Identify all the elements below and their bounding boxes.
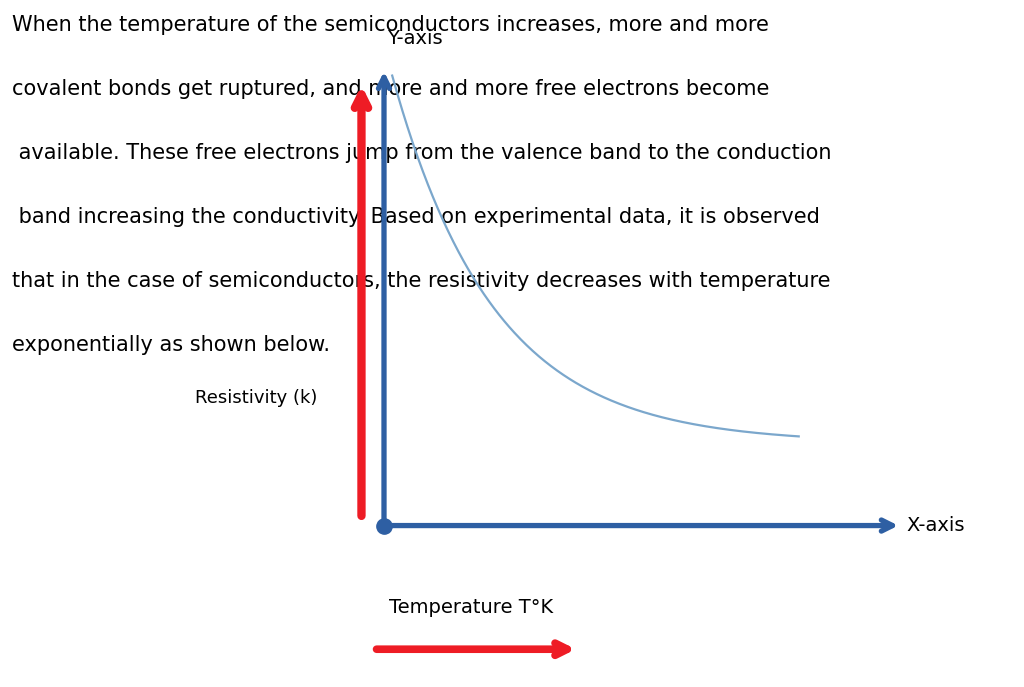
Text: exponentially as shown below.: exponentially as shown below. [12,335,331,354]
Text: available. These free electrons jump from the valence band to the conduction: available. These free electrons jump fro… [12,143,831,163]
Text: covalent bonds get ruptured, and more and more free electrons become: covalent bonds get ruptured, and more an… [12,79,770,99]
Text: Resistivity (k): Resistivity (k) [195,390,317,407]
Text: Temperature T°K: Temperature T°K [389,598,553,618]
Text: X-axis: X-axis [906,516,965,535]
Text: When the temperature of the semiconductors increases, more and more: When the temperature of the semiconducto… [12,15,769,35]
Text: Y-axis: Y-axis [387,29,442,48]
Text: that in the case of semiconductors, the resistivity decreases with temperature: that in the case of semiconductors, the … [12,271,830,291]
Text: band increasing the conductivity. Based on experimental data, it is observed: band increasing the conductivity. Based … [12,207,820,227]
